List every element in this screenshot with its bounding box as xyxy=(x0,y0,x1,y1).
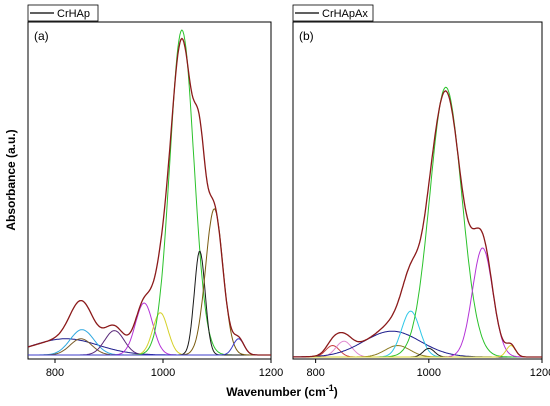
component-peak-b-5 xyxy=(293,310,542,358)
legend-label-a: CrHAp xyxy=(57,8,90,20)
ticks-b: 800 1000 1200 xyxy=(306,359,550,379)
legend-box-b xyxy=(292,4,374,22)
x-tick-label-a-800: 800 xyxy=(46,367,64,379)
panel-b: CrHApAx (b) 800 1000 1200 xyxy=(292,4,550,379)
curves-a xyxy=(27,29,271,356)
envelope-curve-a xyxy=(27,37,271,356)
envelope-curve-b xyxy=(293,90,542,358)
x-tick-label-a-1000: 1000 xyxy=(151,367,175,379)
legend-label-b: CrHApAx xyxy=(322,8,368,20)
panel-label-a: (a) xyxy=(34,29,49,43)
component-peak-b-9 xyxy=(293,344,542,358)
y-axis-label: Absorbance (a.u.) xyxy=(4,129,18,230)
curves-b xyxy=(293,86,542,358)
component-peak-a-10 xyxy=(28,338,271,356)
ticks-a: 800 1000 1200 xyxy=(46,359,283,379)
component-peak-a-7 xyxy=(28,29,271,356)
x-tick-label-a-1200: 1200 xyxy=(259,367,283,379)
plot-frame-b xyxy=(292,21,543,360)
panel-label-b: (b) xyxy=(299,29,314,43)
x-tick-label-b-1000: 1000 xyxy=(417,367,441,379)
legend-box-a xyxy=(27,4,99,22)
x-axis-label: Wavenumber (cm-1) xyxy=(226,383,338,399)
panel-a: CrHAp (a) 800 1000 1200 xyxy=(27,4,283,379)
plot-frame-a xyxy=(27,21,272,360)
x-tick-label-b-1200: 1200 xyxy=(530,367,550,379)
component-peak-b-7 xyxy=(293,86,542,358)
x-tick-label-b-800: 800 xyxy=(306,367,324,379)
component-peak-a-9 xyxy=(28,208,271,356)
